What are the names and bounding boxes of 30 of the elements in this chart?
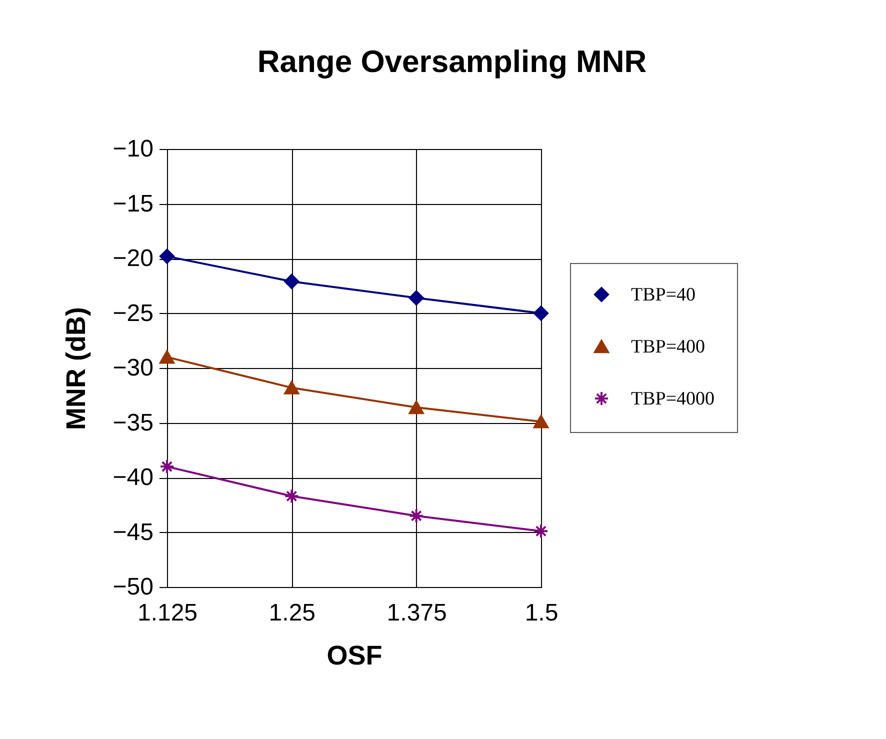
y-tick-label: −25 <box>112 300 154 327</box>
point <box>284 381 300 394</box>
point <box>408 508 424 524</box>
y-tick-label: −35 <box>112 409 154 436</box>
y-axis-title: MNR (dB) <box>60 307 91 430</box>
y-tick-label: −50 <box>112 574 154 600</box>
point <box>533 306 549 321</box>
x-tick-label: 1.125 <box>137 600 198 626</box>
y-tick-label: −30 <box>112 354 154 382</box>
legend-label: TBP=400 <box>631 336 706 358</box>
y-tick-label: −15 <box>112 190 154 218</box>
x-tick-label: 1.25 <box>268 600 316 626</box>
point <box>159 459 175 474</box>
chart-title: Range Oversampling MNR <box>257 44 647 79</box>
point <box>408 400 424 414</box>
legend-label: TBP=40 <box>631 284 696 306</box>
y-tick-label: −45 <box>112 518 154 546</box>
x-tick-label: 1.375 <box>386 600 447 626</box>
point <box>408 290 424 306</box>
x-axis-title: OSF <box>326 640 382 670</box>
point <box>533 524 549 539</box>
point <box>284 274 300 290</box>
point <box>284 488 300 504</box>
point <box>533 415 549 428</box>
y-tick-label: −20 <box>112 245 154 272</box>
x-tick-label: 1.5 <box>524 600 558 626</box>
y-tick-label: −40 <box>112 464 154 491</box>
y-tick-label: −10 <box>112 136 154 162</box>
legend-label: TBP=4000 <box>631 388 715 410</box>
point <box>159 350 175 364</box>
